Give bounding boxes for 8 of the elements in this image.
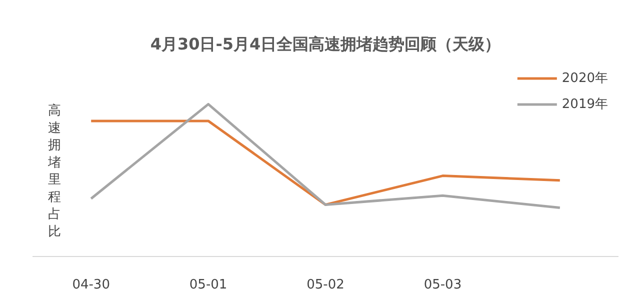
y-axis-title: 高速拥堵里程占比 [47,102,61,240]
x-tick-label: 05-03 [424,278,462,292]
legend-label: 2019年 [562,96,608,113]
x-tick-label: 05-01 [189,278,228,292]
chart-title: 4月30日-5月4日全国高速拥堵趋势回顾（天级） [150,34,501,54]
x-tick-label: 04-30 [72,278,110,292]
x-tick-label: 05-02 [306,278,344,292]
legend-label: 2020年 [562,70,608,87]
